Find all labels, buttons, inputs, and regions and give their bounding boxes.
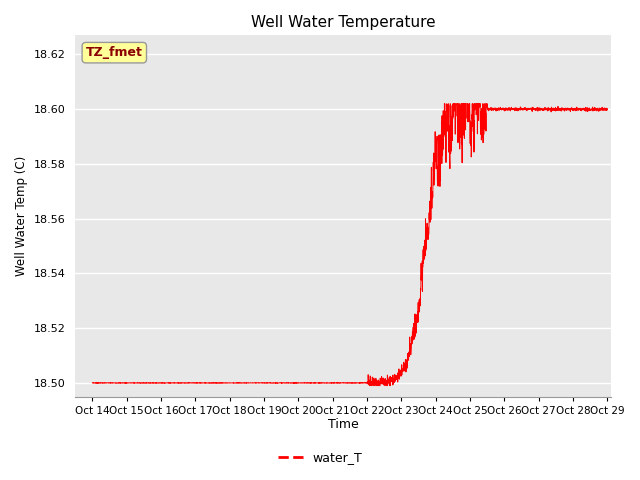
Y-axis label: Well Water Temp (C): Well Water Temp (C) [15,156,28,276]
Title: Well Water Temperature: Well Water Temperature [251,15,435,30]
Text: TZ_fmet: TZ_fmet [86,46,143,59]
X-axis label: Time: Time [328,419,358,432]
Legend: water_T: water_T [273,446,367,469]
